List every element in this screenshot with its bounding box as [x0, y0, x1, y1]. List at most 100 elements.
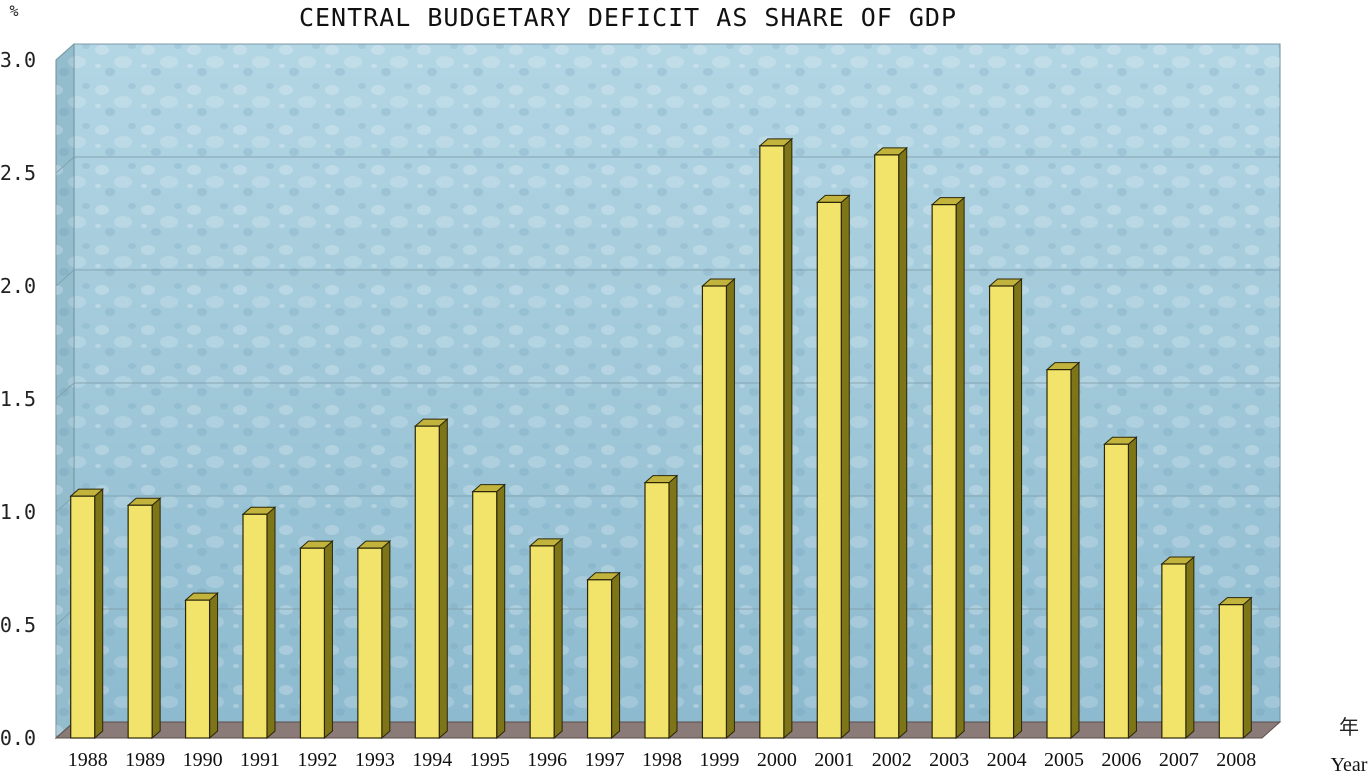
bar-front [1161, 563, 1187, 739]
bar-side [898, 146, 908, 740]
x-tick-label: 2004 [987, 749, 1027, 771]
bar [126, 497, 162, 740]
bar-front [759, 145, 785, 739]
bar-side [381, 540, 391, 740]
x-tick-label: 2001 [814, 749, 854, 771]
bar-side [553, 537, 563, 740]
chart-title: CENTRAL BUDGETARY DEFICIT AS SHARE OF GD… [299, 3, 957, 32]
bar-front [988, 285, 1015, 739]
bar-side [1242, 596, 1252, 740]
bar-side [1070, 361, 1080, 740]
bar-front [184, 599, 211, 739]
bar [241, 506, 277, 740]
bar-side [1013, 277, 1023, 740]
x-tick-label: 1988 [68, 749, 108, 771]
bar-front [816, 201, 842, 739]
bar [184, 592, 219, 740]
x-axis-ticks: 1988 1989 1990 1991 1992 1993 1994 1995 1996 1997… [68, 749, 1257, 771]
x-tick-label: 2005 [1044, 749, 1084, 771]
bar-front [529, 545, 555, 739]
x-tick-label: 1995 [470, 749, 510, 771]
y-tick-label: 1.5 [0, 387, 36, 411]
x-tick-label: 1989 [125, 749, 165, 771]
bar-side [438, 418, 448, 740]
bar [873, 146, 909, 740]
bar-side [611, 571, 621, 740]
bar-front [1103, 443, 1130, 739]
bar-front [1218, 604, 1244, 739]
x-tick-label: 1994 [412, 749, 452, 771]
bar-side [323, 540, 333, 740]
x-tick-label: 1997 [585, 749, 625, 771]
bar-front [701, 285, 728, 739]
x-tick-label: 2007 [1159, 749, 1199, 771]
x-tick-label: 2006 [1101, 749, 1141, 771]
bar-front [1046, 369, 1072, 739]
y-tick-label: 0.0 [0, 726, 36, 750]
bar-front [70, 495, 96, 739]
bar [1160, 555, 1196, 740]
x-tick-label: 2000 [757, 749, 797, 771]
bar [356, 540, 392, 740]
bar-front [931, 204, 957, 739]
bar-side [496, 483, 506, 740]
bar [299, 540, 334, 740]
bar [930, 196, 966, 740]
bar-front [414, 425, 440, 739]
bar-side [266, 506, 276, 740]
x-tick-label: 2003 [929, 749, 969, 771]
y-tick-label: 2.5 [0, 161, 36, 185]
bar-side [840, 194, 850, 740]
bar [815, 194, 851, 740]
y-axis-ticks: 0.0 0.5 1.0 1.5 2.0 2.5 3.0 [0, 48, 36, 750]
x-tick-label: 2002 [872, 749, 912, 771]
gridline [55, 43, 1280, 61]
bar [988, 277, 1023, 740]
bar-side [783, 137, 793, 740]
y-tick-label: 1.0 [0, 500, 36, 524]
bar-front [472, 491, 498, 739]
bar-side [94, 488, 104, 740]
bar-front [874, 154, 900, 739]
bar [69, 488, 105, 740]
bar-side [668, 474, 678, 740]
x-tick-label: 1996 [527, 749, 567, 771]
bar-front [586, 579, 613, 739]
bar [1045, 361, 1081, 740]
x-tick-label: 1999 [699, 749, 739, 771]
bar [643, 474, 679, 740]
y-tick-label: 2.0 [0, 274, 36, 298]
x-tick-label: 1993 [355, 749, 395, 771]
x-tick-label: 1990 [183, 749, 223, 771]
bar-front [242, 513, 268, 739]
x-tick-label: 1992 [297, 749, 337, 771]
bar [701, 277, 736, 740]
bar-side [209, 592, 219, 740]
bar [758, 137, 794, 740]
bar-side [955, 196, 965, 740]
bar-side [1127, 436, 1137, 740]
bar-front [299, 547, 326, 739]
y-tick-label: 3.0 [0, 48, 36, 72]
bars [69, 137, 1253, 740]
y-tick-label: 0.5 [0, 613, 36, 637]
bar [528, 537, 564, 740]
x-tick-label: 1991 [240, 749, 280, 771]
x-axis-label: Year [1331, 754, 1368, 772]
y-axis-unit: % [9, 2, 18, 20]
bar-side [1185, 555, 1195, 740]
bar [1217, 596, 1253, 740]
x-tick-label: 1998 [642, 749, 682, 771]
bar-front [127, 504, 153, 739]
bar [1103, 436, 1138, 740]
bar-side [151, 497, 161, 740]
bar [413, 418, 449, 740]
bar-front [644, 482, 670, 739]
x-tick-label: 2008 [1216, 749, 1256, 771]
bar [471, 483, 507, 740]
bar-front [357, 547, 383, 739]
bar [586, 571, 621, 740]
x-axis-label-chinese: 年 [1339, 715, 1359, 739]
